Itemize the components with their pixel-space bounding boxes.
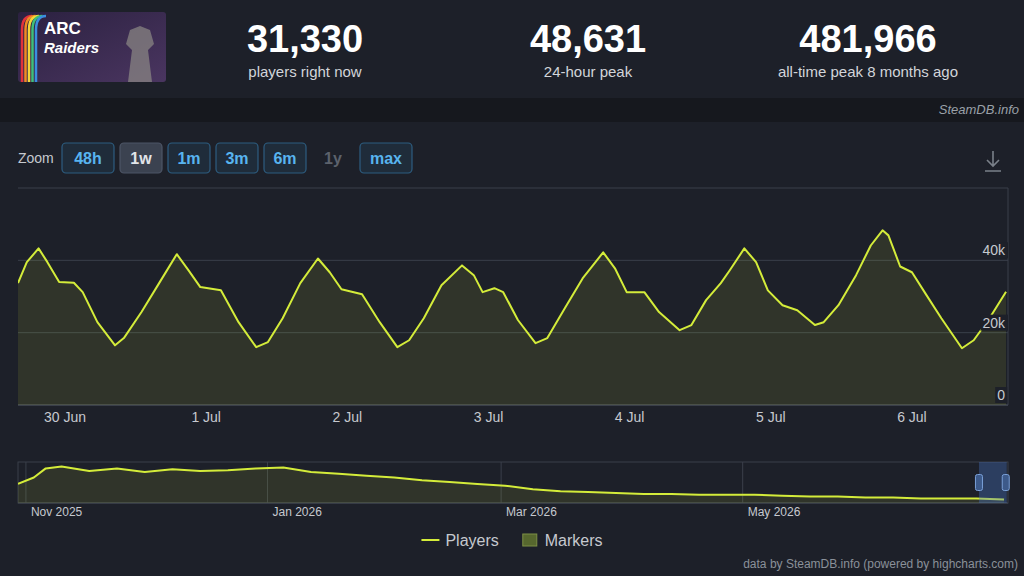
x-tick-label: 5 Jul: [756, 409, 786, 425]
plot-frame: [18, 462, 1008, 503]
navigator-handle[interactable]: [1002, 475, 1009, 491]
thumbnail-box: [18, 12, 166, 82]
series-area: [18, 467, 1004, 503]
x-tick-label: Mar 2026: [506, 505, 557, 519]
zoom-button-text: 1y: [324, 150, 342, 167]
logo-figure: [126, 26, 154, 82]
game-logo-line: ARC: [44, 19, 81, 38]
grid: [18, 462, 1008, 503]
plot-area: [18, 230, 1006, 405]
download-glyph[interactable]: [985, 151, 1001, 171]
legend-symbol: [421, 539, 439, 541]
zoom-button-text[interactable]: 3m: [225, 150, 248, 167]
series-area: [18, 230, 1006, 405]
tick-labels: Nov 2025 Jan 2026 Mar 2026 May 2026: [31, 505, 801, 519]
x-tick-label: May 2026: [748, 505, 801, 519]
zoom-button-box[interactable]: [264, 143, 306, 173]
legend-label[interactable]: Markers: [545, 532, 603, 549]
zoom-button-text[interactable]: 1m: [177, 150, 200, 167]
y-tick-label: 20k: [982, 315, 1006, 331]
x-tick-label: 3 Jul: [474, 409, 504, 425]
legend: Players Markers: [421, 532, 602, 549]
navigator-selection[interactable]: [975, 462, 1009, 503]
label-patch: [980, 242, 1008, 258]
chart-panel: [0, 122, 1024, 576]
legend-item[interactable]: Markers: [523, 532, 603, 549]
source-label: SteamDB.info: [939, 102, 1019, 117]
game-thumbnail: ARCRaiders: [18, 12, 166, 82]
y-tick-label: 0: [997, 387, 1005, 403]
label-patch: [980, 315, 1008, 331]
legend-item[interactable]: Players: [421, 532, 498, 549]
x-tick-label: 4 Jul: [615, 409, 645, 425]
grid: [18, 188, 1008, 405]
game-logo: ARCRaiders: [44, 19, 99, 56]
y-tick-label: 40k: [982, 242, 1006, 258]
zoom-label: Zoom: [18, 150, 54, 166]
zoom-button-box[interactable]: [216, 143, 258, 173]
zoom-button-box[interactable]: [62, 143, 114, 173]
x-tick-label: 2 Jul: [333, 409, 363, 425]
stage: ARCRaiders 31,330 players right now 48,631 2…: [0, 0, 1024, 576]
legend-symbol: [523, 534, 537, 546]
x-tick-label: Jan 2026: [272, 505, 322, 519]
stat-label: players right now: [248, 63, 362, 80]
tick-labels: 0 20k 40k 30 Jun 1 Jul 2 Jul 3 Jul 4 Jul 5 Jul 6 …: [44, 242, 1008, 425]
stat-value: 31,330: [247, 18, 363, 60]
zoom-button-text[interactable]: 1w: [130, 150, 152, 167]
navigator-handle[interactable]: [975, 475, 982, 491]
zoom-button-box[interactable]: [168, 143, 210, 173]
y-range-top: [18, 188, 1008, 189]
stat-label: all-time peak 8 months ago: [778, 63, 958, 80]
zoom-button-text[interactable]: 6m: [273, 150, 296, 167]
stat-value: 48,631: [530, 18, 646, 60]
zoom-button[interactable]: 6m: [264, 143, 306, 173]
download-icon[interactable]: [985, 151, 1001, 171]
game-logo-line: Raiders: [44, 39, 99, 56]
zoom-button-text[interactable]: max: [370, 150, 402, 167]
page-background: [0, 0, 1024, 576]
grid-line: [18, 260, 1008, 261]
zoom-button[interactable]: 48h: [62, 143, 114, 173]
x-tick-label: Nov 2025: [31, 505, 83, 519]
zoom-button-box[interactable]: [120, 143, 162, 173]
legend-label[interactable]: Players: [445, 532, 498, 549]
zoom-button-text[interactable]: 48h: [74, 150, 102, 167]
stat-value: 481,966: [799, 18, 936, 60]
plot-area: [18, 467, 1004, 503]
credits: data by SteamDB.info (powered by highcha…: [743, 557, 1018, 571]
header-panel: [0, 0, 1024, 98]
zoom-button: 1y: [324, 150, 342, 167]
x-tick-label: 6 Jul: [897, 409, 927, 425]
zoom-button[interactable]: 3m: [216, 143, 258, 173]
series-line: [18, 467, 1004, 500]
series-line: [18, 230, 1006, 348]
zoom-button[interactable]: max: [360, 143, 412, 173]
zoom-button[interactable]: 1w: [120, 143, 162, 173]
zoom-button[interactable]: 1m: [168, 143, 210, 173]
stat-label: 24-hour peak: [544, 63, 633, 80]
y-axis-line: [1008, 188, 1009, 405]
zoom-button-box[interactable]: [360, 143, 412, 173]
label-patch: [995, 387, 1007, 403]
x-tick-label: 1 Jul: [191, 409, 221, 425]
x-tick-label: 30 Jun: [44, 409, 86, 425]
